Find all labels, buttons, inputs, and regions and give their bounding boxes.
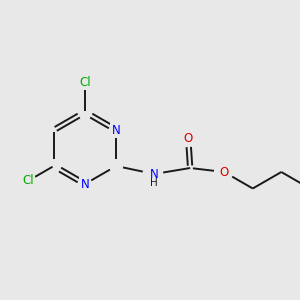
Text: N: N [150,167,159,181]
Text: Cl: Cl [79,76,91,88]
Text: H: H [150,178,158,188]
Text: O: O [220,166,229,178]
Text: N: N [81,178,89,190]
Text: Cl: Cl [22,175,34,188]
Text: O: O [184,131,193,145]
Text: N: N [112,124,121,136]
